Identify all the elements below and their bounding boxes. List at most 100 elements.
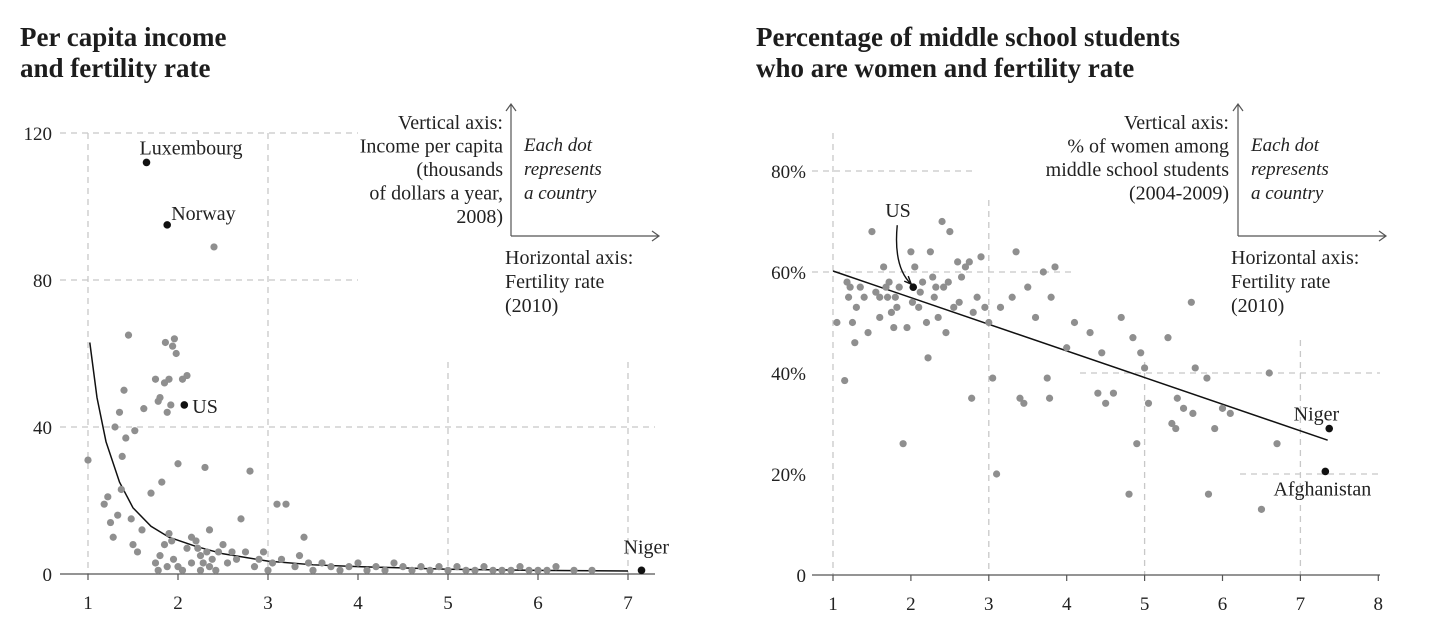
- x-tick-label: 7: [1296, 594, 1306, 615]
- y-tick-label: 40%: [771, 364, 806, 385]
- data-point: [903, 323, 911, 332]
- highlight-point: [637, 566, 646, 575]
- data-point: [408, 566, 416, 574]
- data-point: [84, 456, 92, 464]
- data-point: [115, 408, 124, 416]
- data-point: [104, 493, 112, 501]
- data-point: [282, 500, 290, 508]
- data-point: [915, 303, 923, 311]
- data-point: [304, 559, 313, 567]
- data-point: [934, 313, 942, 322]
- data-point: [950, 303, 958, 311]
- data-point: [417, 563, 425, 571]
- data-point: [201, 463, 209, 472]
- data-point: [140, 405, 148, 413]
- data-point: [1257, 505, 1266, 513]
- data-point: [156, 552, 164, 560]
- data-point: [908, 298, 917, 306]
- data-point: [1265, 369, 1273, 377]
- x-axis-label: Horizontal axis: Fertility rate (2010): [1231, 247, 1359, 317]
- data-point: [1102, 399, 1110, 407]
- data-point: [462, 566, 470, 574]
- data-point: [1191, 364, 1199, 372]
- data-point: [1273, 440, 1281, 448]
- data-point: [534, 566, 542, 574]
- data-point: [1218, 404, 1227, 412]
- data-point: [929, 273, 937, 281]
- data-point: [851, 339, 859, 347]
- data-point: [174, 460, 182, 468]
- data-point: [882, 283, 890, 291]
- axis-key-arrows: [505, 102, 661, 242]
- data-point: [868, 228, 876, 236]
- data-point: [168, 537, 176, 545]
- x-tick-label: 8: [1374, 594, 1384, 615]
- data-point: [911, 263, 919, 271]
- data-point: [372, 563, 380, 571]
- data-point: [208, 555, 216, 563]
- data-point: [122, 434, 130, 442]
- data-point: [880, 263, 888, 271]
- data-point: [891, 293, 899, 301]
- point-label: Norway: [171, 203, 235, 225]
- data-point: [985, 318, 993, 327]
- data-point: [968, 394, 976, 402]
- data-point: [954, 258, 962, 266]
- data-point: [907, 248, 915, 256]
- data-point: [156, 394, 164, 402]
- x-tick-label: 4: [1062, 594, 1072, 615]
- data-point: [1172, 424, 1180, 433]
- data-point: [918, 278, 927, 286]
- highlight-point: [142, 158, 151, 167]
- data-point: [435, 563, 443, 571]
- data-point: [893, 303, 901, 311]
- data-point: [844, 293, 853, 301]
- data-point: [977, 253, 985, 261]
- data-point: [899, 440, 907, 448]
- data-point: [172, 349, 180, 358]
- data-point: [961, 263, 970, 271]
- data-point: [543, 566, 551, 574]
- data-point: [205, 526, 214, 534]
- point-label: Niger: [624, 536, 670, 558]
- data-point: [864, 329, 872, 337]
- data-point: [158, 478, 166, 486]
- data-point: [1012, 248, 1020, 256]
- data-point: [336, 566, 344, 574]
- highlight-point: [909, 283, 918, 291]
- data-point: [228, 548, 236, 556]
- data-point: [183, 371, 191, 380]
- data-point: [848, 318, 857, 327]
- data-point: [214, 548, 223, 556]
- y-axis-label: Vertical axis:% of women among middle sch…: [1046, 112, 1230, 205]
- data-point: [895, 283, 903, 291]
- data-point: [930, 293, 938, 301]
- data-point: [203, 548, 211, 556]
- y-tick-label: 80%: [771, 162, 806, 183]
- data-point: [117, 485, 125, 494]
- data-point: [154, 566, 162, 574]
- x-tick-label: 7: [623, 593, 633, 614]
- x-tick-label: 2: [906, 594, 916, 615]
- data-point: [1086, 329, 1094, 337]
- x-tick-label: 1: [83, 593, 93, 614]
- data-point: [989, 374, 997, 382]
- data-point: [938, 217, 946, 226]
- data-point: [345, 563, 353, 571]
- data-point: [1016, 394, 1024, 402]
- x-tick-label: 1: [828, 594, 838, 615]
- dot-note: Each dot represents a country: [1250, 135, 1329, 204]
- data-point: [946, 228, 954, 236]
- data-point: [147, 489, 155, 497]
- y-tick-label: 60%: [771, 263, 806, 284]
- data-point: [1020, 399, 1028, 407]
- data-point: [507, 566, 515, 574]
- data-point: [957, 273, 966, 281]
- data-point: [876, 313, 884, 322]
- y-tick-label: 120: [24, 124, 53, 145]
- data-point: [363, 566, 371, 574]
- data-point: [453, 563, 461, 571]
- highlight-point: [180, 401, 189, 409]
- data-point: [1187, 298, 1195, 306]
